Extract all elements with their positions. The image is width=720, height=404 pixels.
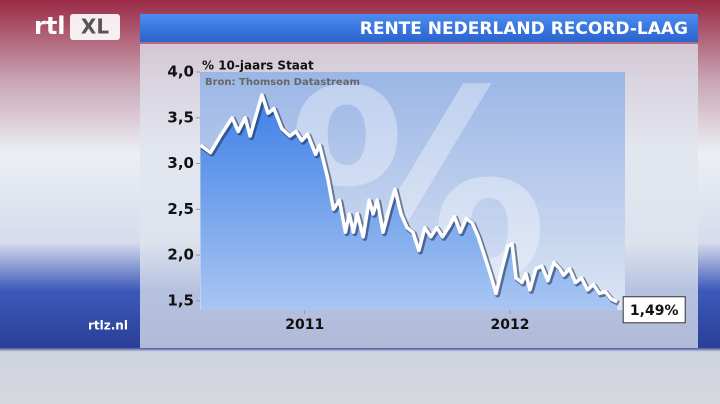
plot: 1,5 2,0 2,5 3,0 3,5 4,0 2011 2012 1,49% xyxy=(167,63,686,333)
y-tick-label: 2,0 xyxy=(167,246,194,264)
y-tick-label: 4,0 xyxy=(167,63,194,81)
title-bar xyxy=(140,14,698,42)
y-tick-label: 1,5 xyxy=(167,291,194,309)
y-axis-label: % 10-jaars Staat xyxy=(202,59,314,73)
line xyxy=(199,93,618,304)
value-label-box xyxy=(622,296,686,324)
logo-xl: XL xyxy=(81,15,109,39)
y-tick-label: 3,5 xyxy=(167,108,194,126)
x-tick-label: 2011 xyxy=(285,317,324,333)
value-label: 1,49% xyxy=(630,303,679,319)
y-tick-label: 2,5 xyxy=(167,200,194,218)
y-tick-label: 3,0 xyxy=(167,154,194,172)
site-label: rtlz.nl xyxy=(88,319,128,333)
line-shadow xyxy=(200,93,620,306)
chart-title: RENTE NEDERLAND RECORD-LAAG xyxy=(360,19,688,39)
source-note: Bron: Thomson Datastream xyxy=(205,77,360,88)
x-tick-label: 2012 xyxy=(491,317,530,333)
logo-box xyxy=(70,14,120,40)
logo-rtl: rtl xyxy=(34,12,66,40)
logo: rtl XL xyxy=(34,12,120,40)
